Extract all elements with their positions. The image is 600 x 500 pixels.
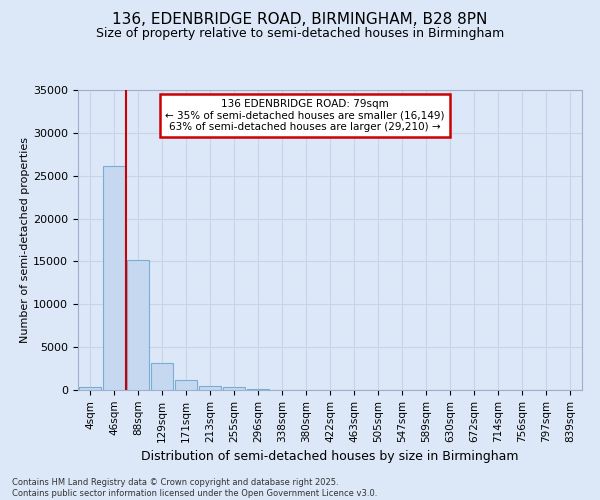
Text: Contains HM Land Registry data © Crown copyright and database right 2025.
Contai: Contains HM Land Registry data © Crown c…	[12, 478, 377, 498]
Bar	[199, 386, 221, 390]
Bar	[79, 387, 101, 390]
Bar	[127, 260, 149, 390]
Bar	[151, 362, 173, 390]
Bar	[175, 380, 197, 390]
X-axis label: Distribution of semi-detached houses by size in Birmingham: Distribution of semi-detached houses by …	[141, 450, 519, 463]
Text: 136 EDENBRIDGE ROAD: 79sqm
← 35% of semi-detached houses are smaller (16,149)
63: 136 EDENBRIDGE ROAD: 79sqm ← 35% of semi…	[165, 99, 445, 132]
Y-axis label: Number of semi-detached properties: Number of semi-detached properties	[20, 137, 31, 343]
Text: Size of property relative to semi-detached houses in Birmingham: Size of property relative to semi-detach…	[96, 28, 504, 40]
Bar	[247, 389, 269, 390]
Bar	[103, 166, 125, 390]
Bar	[223, 388, 245, 390]
Text: 136, EDENBRIDGE ROAD, BIRMINGHAM, B28 8PN: 136, EDENBRIDGE ROAD, BIRMINGHAM, B28 8P…	[112, 12, 488, 28]
